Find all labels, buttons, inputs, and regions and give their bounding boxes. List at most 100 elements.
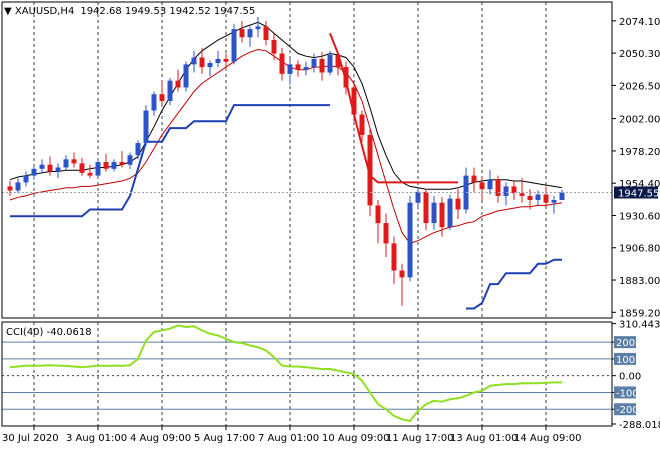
time-label: 7 Aug 01:00	[258, 433, 319, 444]
cci-title: CCI(40) -40.0618	[6, 327, 92, 338]
candle-body	[55, 167, 61, 172]
candle-body	[295, 64, 301, 70]
candle-body	[71, 159, 77, 164]
candle-body	[151, 94, 157, 111]
candle-body	[199, 57, 205, 68]
candle-body	[31, 168, 37, 176]
price-tick-label: 1859.20	[619, 308, 660, 319]
candle-body	[215, 58, 221, 64]
price-tick-label: 1930.60	[619, 211, 660, 222]
candle-body	[111, 162, 117, 169]
candle-body	[471, 175, 477, 183]
candle-body	[343, 67, 349, 88]
candle-body	[311, 58, 317, 68]
candle-body	[143, 110, 149, 144]
cci-level-tag	[614, 403, 636, 416]
cci-level-tag	[614, 386, 636, 399]
candle-body	[399, 270, 405, 278]
candle-body	[327, 54, 333, 73]
price-tick-label: 2002.00	[619, 115, 660, 126]
cci-level-label: 100	[616, 355, 635, 366]
cci-tick-label: 0.00	[619, 372, 641, 383]
time-label: 3 Aug 01:00	[66, 433, 127, 444]
candle-body	[287, 64, 293, 74]
symbol-title: ▼ XAUUSD,H4 1942.68 1949.53 1942.52 1947.…	[4, 6, 255, 17]
candle-body	[511, 186, 517, 194]
candle-body	[279, 53, 285, 74]
candle-body	[359, 114, 365, 135]
candle-body	[383, 223, 389, 244]
cci-grid	[33, 322, 547, 426]
candle-body	[223, 58, 229, 62]
bb-upper-line	[9, 21, 563, 190]
candle-body	[207, 63, 213, 68]
candle-body	[455, 198, 461, 210]
dropdown-triangle-icon[interactable]: ▼	[4, 6, 15, 17]
candle-body	[23, 175, 29, 183]
main-grid	[33, 2, 547, 318]
cci-panel-frame	[1, 321, 613, 427]
cci-tick-label: -288.0187	[619, 420, 660, 431]
candle-body	[319, 58, 325, 73]
candle-body	[103, 162, 109, 169]
candle-body	[119, 162, 125, 165]
candle-body	[447, 198, 453, 228]
candle-body	[15, 182, 21, 191]
time-label: 10 Aug 09:00	[322, 433, 389, 444]
candle-body	[487, 179, 493, 190]
candle-body	[367, 134, 373, 206]
symbol-label: XAUUSD,H4	[15, 6, 74, 17]
panel-frames	[1, 1, 613, 427]
price-tick-label: 1906.80	[619, 244, 660, 255]
candle-body	[7, 186, 13, 191]
price-tick-label: 2026.50	[619, 81, 660, 92]
cci-level-label: -100	[616, 388, 639, 399]
supertrend-up-line	[10, 104, 330, 218]
candle-body	[503, 186, 509, 196]
candle-body	[135, 143, 141, 156]
candle-body	[303, 67, 309, 70]
time-label: 11 Aug 17:00	[386, 433, 453, 444]
candles	[7, 16, 565, 306]
candle-body	[391, 243, 397, 271]
candle-body	[239, 29, 245, 38]
candle-body	[543, 194, 549, 203]
candle-body	[127, 155, 133, 165]
candle-body	[79, 163, 85, 173]
cci-tick-label: 310.4437	[619, 320, 660, 331]
candle-body	[479, 182, 485, 190]
time-label: 30 Jul 2020	[2, 433, 59, 444]
cci-level-label: 200	[616, 338, 635, 349]
candle-body	[39, 164, 45, 169]
candle-body	[431, 202, 437, 224]
candle-body	[263, 26, 269, 40]
candle-body	[175, 80, 181, 88]
candle-body	[247, 29, 253, 38]
cci-line	[9, 324, 562, 423]
candle-body	[495, 179, 501, 196]
candle-body	[519, 193, 525, 196]
price-tick-label: 2050.30	[619, 49, 660, 60]
candle-body	[335, 54, 341, 68]
candle-body	[423, 191, 429, 224]
candle-body	[87, 172, 93, 176]
price-tick-label: 1954.40	[619, 179, 660, 190]
candle-body	[535, 194, 541, 201]
cci-axis: 310.4437 200 100 0.00 -100 -200 -288.0187	[612, 320, 660, 431]
candle-body	[551, 200, 557, 203]
main-series	[9, 21, 563, 310]
candle-body	[559, 192, 565, 201]
candle-body	[351, 87, 357, 115]
price-tick-label: 2074.10	[619, 17, 660, 28]
supertrend-up-line-2	[466, 258, 562, 310]
time-label: 14 Aug 09:00	[514, 433, 581, 444]
candle-body	[167, 80, 173, 102]
candle-body	[183, 64, 189, 88]
candle-body	[271, 39, 277, 54]
time-axis: 30 Jul 2020 3 Aug 01:00 4 Aug 09:00 5 Aug 1…	[2, 426, 581, 444]
cci-series	[2, 324, 612, 423]
candle-body	[255, 26, 261, 30]
candle-body	[159, 94, 165, 102]
time-label: 4 Aug 09:00	[130, 433, 191, 444]
cci-level-label: -200	[616, 405, 639, 416]
